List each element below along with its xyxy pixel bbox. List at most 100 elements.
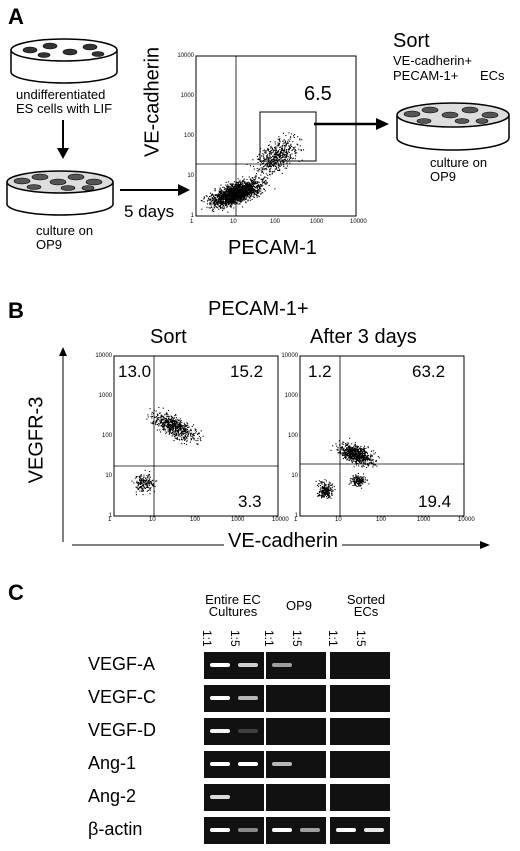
event-dot [163,428,165,430]
event-dot [357,478,359,480]
event-dot [258,191,260,193]
event-dot [213,194,215,196]
event-dot [153,484,155,486]
event-dot [175,430,177,432]
event-dot [232,201,234,203]
arrow-down-icon [57,120,69,159]
event-dot [185,425,187,427]
event-dot [321,496,323,498]
event-dot [351,460,353,462]
event-dot [343,454,345,456]
plot-a-scatter [195,55,357,217]
gel-lane [204,685,264,712]
event-dot [276,157,278,159]
event-dot [190,430,192,432]
event-dot [227,193,229,195]
event-dot [219,199,221,201]
event-dot [220,202,222,204]
event-dot [323,487,325,489]
event-dot [264,151,266,153]
event-dot [143,482,145,484]
event-dot [345,451,347,453]
event-dot [187,424,189,426]
event-dot [166,422,168,424]
event-dot [278,159,280,161]
event-dot [236,187,238,189]
event-dot [241,180,243,182]
event-dot [184,437,186,439]
event-dot [331,484,333,486]
event-dot [231,189,233,191]
event-dot [344,452,346,454]
event-dot [228,199,230,201]
dilution-label: 1:5 [290,630,304,647]
event-dot [163,422,165,424]
event-dot [224,189,226,191]
event-dot [152,421,154,423]
event-dot [194,429,196,431]
event-dot [291,149,293,151]
gate-value: 6.5 [304,83,332,105]
event-dot [253,168,255,170]
event-dot [279,151,281,153]
event-dot [162,428,164,430]
y-tick-label: 1000 [98,393,112,399]
event-dot [176,421,178,423]
event-dot [362,464,364,466]
event-dot [359,451,361,453]
event-dot [328,492,330,494]
event-dot [322,494,324,496]
event-dot [241,190,243,192]
event-dot [184,425,186,427]
event-dot [247,186,249,188]
event-dot [149,489,151,491]
event-dot [268,166,270,168]
event-dot [365,458,367,460]
event-dot [324,494,326,496]
event-dot [349,456,351,458]
event-dot [156,419,158,421]
event-dot [246,179,248,181]
event-dot [259,153,261,155]
event-dot [176,438,178,440]
event-dot [249,197,251,199]
event-dot [255,178,257,180]
event-dot [181,439,183,441]
event-dot [366,467,368,469]
event-dot [210,195,212,197]
event-dot [279,141,281,143]
event-dot [371,455,373,457]
dilution-label: 1:1 [326,630,340,647]
event-dot [373,464,375,466]
event-dot [238,185,240,187]
event-dot [231,184,233,186]
event-dot [242,197,244,199]
event-dot [220,190,222,192]
event-dot [147,486,149,488]
event-dot [350,450,352,452]
plot-b-right-xticks: 1 10 100 1000 10000 [294,517,475,527]
event-dot [262,163,264,165]
event-dot [184,432,186,434]
event-dot [286,162,288,164]
event-dot [181,437,183,439]
event-dot [230,192,232,194]
event-dot [150,487,152,489]
event-dot [362,457,364,459]
event-dot [203,197,205,199]
gel-lane [204,751,264,778]
event-dot [145,484,147,486]
event-dot [349,454,351,456]
event-dot [184,430,186,432]
event-dot [289,155,291,157]
event-dot [148,480,150,482]
event-dot [358,485,360,487]
event-dot [184,432,186,434]
event-dot [344,453,346,455]
event-dot [344,453,346,455]
event-dot [287,149,289,151]
event-dot [227,188,229,190]
event-dot [331,488,333,490]
event-dot [263,149,265,151]
event-dot [245,187,247,189]
